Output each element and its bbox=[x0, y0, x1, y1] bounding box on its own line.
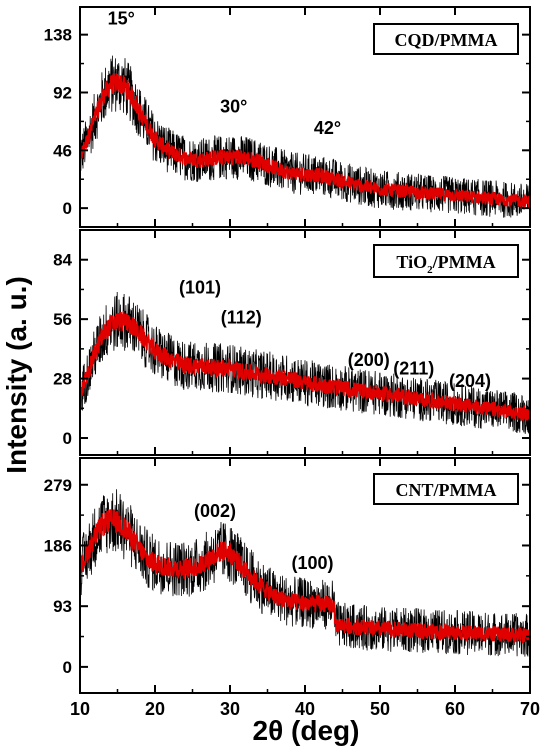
y-tick-label: 46 bbox=[53, 141, 72, 160]
plot-area bbox=[80, 55, 530, 218]
series-line bbox=[80, 310, 530, 422]
y-tick-label: 186 bbox=[44, 536, 72, 555]
y-tick-label: 0 bbox=[63, 199, 72, 218]
series-noise-line bbox=[80, 55, 530, 218]
plot-area bbox=[80, 489, 530, 657]
legend-label-tio2-prefix: TiO bbox=[396, 252, 427, 272]
x-tick-label: 30 bbox=[220, 699, 240, 719]
x-tick-label: 50 bbox=[370, 699, 390, 719]
peak-annotation: 42° bbox=[314, 118, 341, 138]
y-tick-label: 0 bbox=[63, 429, 72, 448]
y-tick-label: 56 bbox=[53, 310, 72, 329]
legend-cqd: CQD/PMMA bbox=[373, 23, 519, 55]
legend-label-tio2-suffix: /PMMA bbox=[432, 252, 496, 272]
x-tick-label: 40 bbox=[295, 699, 315, 719]
series-line bbox=[80, 509, 530, 645]
panel-tio2-pmma: 0 28 56 84 (101)(112) (200) (211) (204) bbox=[53, 229, 531, 456]
legend-label-tio2: TiO2/PMMA bbox=[396, 252, 495, 276]
legend-tio2: TiO2/PMMA bbox=[373, 244, 519, 278]
series-noise-line bbox=[80, 489, 530, 657]
y-tick-label: 138 bbox=[44, 26, 72, 45]
y-tick-label: 92 bbox=[53, 83, 72, 102]
peak-annotation: (211) bbox=[393, 358, 434, 378]
peak-annotation: (204) bbox=[449, 371, 491, 391]
y-tick-label: 28 bbox=[53, 370, 72, 389]
series-line bbox=[80, 73, 530, 209]
peak-annotation: (002) bbox=[194, 501, 236, 521]
peak-annotation: (100) bbox=[291, 553, 333, 573]
y-tick-label: 93 bbox=[53, 597, 72, 616]
plot-area bbox=[80, 291, 530, 434]
y-tick-label: 0 bbox=[63, 658, 72, 677]
peak-annotation: (200) bbox=[348, 350, 390, 370]
y-axis-label: Intensity (a. u.) bbox=[1, 276, 32, 474]
legend-label-cqd: CQD/PMMA bbox=[395, 30, 498, 50]
peak-annotation: (112) bbox=[221, 307, 262, 327]
panel-cqd-pmma: 0 46 92 138 15° 30° 42° bbox=[44, 6, 531, 228]
panel-cnt-pmma: 0 93 186 279 10 20 30 40 50 60 70 (002) (100) bbox=[44, 457, 540, 719]
x-tick-label: 20 bbox=[145, 699, 165, 719]
y-tick-label: 279 bbox=[44, 476, 72, 495]
x-axis-label: 2θ (deg) bbox=[253, 715, 360, 746]
peak-annotation: 30° bbox=[220, 97, 247, 117]
x-tick-label: 70 bbox=[520, 699, 540, 719]
y-tick-label: 84 bbox=[53, 251, 72, 270]
series-noise-line bbox=[80, 291, 530, 434]
peak-annotation: 15° bbox=[108, 9, 135, 29]
legend-label-tio2-sub: 2 bbox=[427, 264, 433, 276]
legend-label-cnt: CNT/PMMA bbox=[396, 480, 497, 500]
x-tick-label: 10 bbox=[70, 699, 90, 719]
peak-annotation: (101) bbox=[179, 278, 221, 298]
x-tick-label: 60 bbox=[445, 699, 465, 719]
legend-cnt: CNT/PMMA bbox=[373, 473, 519, 505]
